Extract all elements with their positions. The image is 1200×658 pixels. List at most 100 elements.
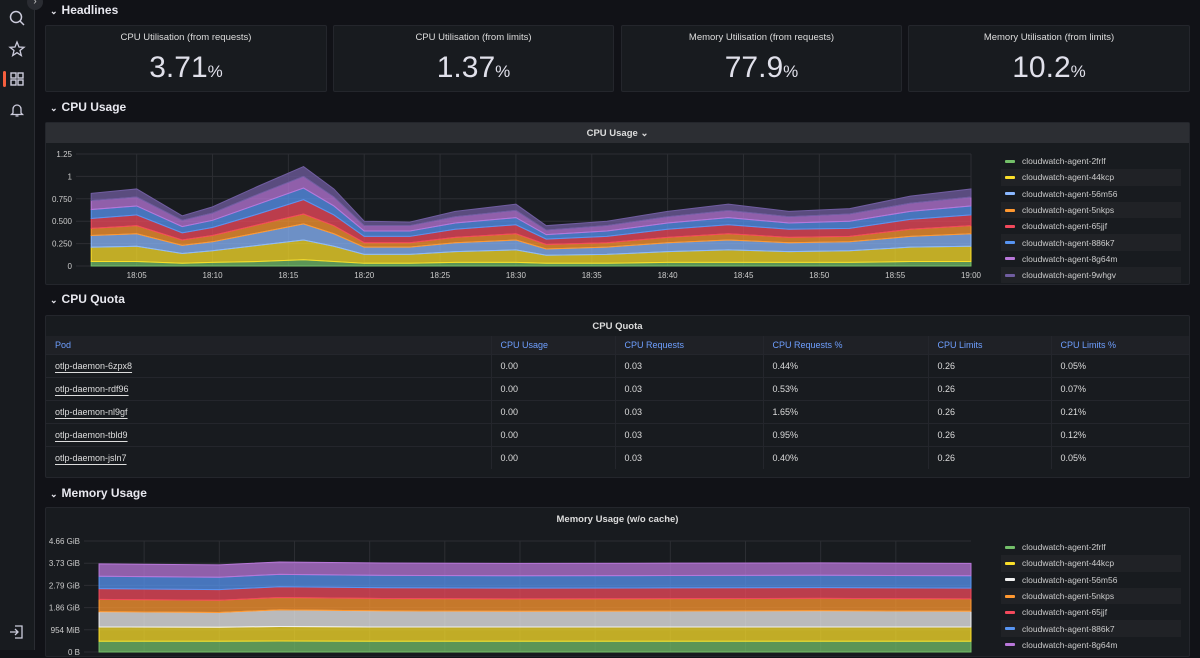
legend-label: cloudwatch-agent-56m56 [1022,188,1118,199]
stat-title: CPU Utilisation (from requests) [120,32,252,43]
legend-swatch [1005,643,1015,647]
bell-icon[interactable] [8,101,26,119]
y-tick-label: 1.86 GiB [49,604,80,613]
legend-item[interactable]: cloudwatch-agent-44kcp [1001,169,1181,186]
legend-swatch [1005,545,1015,549]
table-cell: 0.26 [927,445,1051,469]
legend-swatch [1005,159,1015,163]
y-tick-label: 1.25 [56,150,72,159]
table-cell: 0.05% [1050,445,1189,469]
stat-title: Memory Utilisation (from limits) [983,32,1115,43]
y-tick-label: 1 [68,172,73,181]
memory-usage-chart: 0 B 954 MiB 1.86 GiB 2.79 GiB 3.73 GiB 4.66 G… [49,537,972,657]
x-tick-label: 18:55 [885,271,906,280]
column-header-pod[interactable]: Pod [46,336,491,354]
legend-swatch [1005,594,1015,598]
star-icon[interactable] [8,40,26,58]
legend-label: cloudwatch-agent-886k7 [1022,623,1115,634]
column-header-cpu-limits[interactable]: CPU Limits [927,336,1051,354]
legend-label: cloudwatch-agent-44kcp [1022,558,1115,569]
legend-item[interactable]: cloudwatch-agent-56m56 [1001,572,1181,588]
legend-item[interactable]: cloudwatch-agent-56m56 [1001,186,1181,202]
stat-value: 77.9% [724,51,799,84]
table-cell: 0.03 [614,445,763,469]
panel-header[interactable]: CPU Usage ⌄ [46,123,1189,143]
table-cell: 0.44% [762,353,928,377]
x-tick-label: 18:45 [733,271,754,280]
legend-label: cloudwatch-agent-5nkps [1022,591,1115,602]
legend-label: cloudwatch-agent-5nkps [1022,205,1115,216]
legend-item[interactable]: cloudwatch-agent-65jjf [1001,218,1181,234]
x-tick-label: 18:35 [582,271,603,280]
x-tick-label: 18:15 [278,271,299,280]
cpu-usage-chart: 0 0.250 0.500 0.750 1 1.25 18:05 18:10 18:15 18:2… [52,150,982,280]
legend-item[interactable]: cloudwatch-agent-5nkps [1001,201,1181,219]
pod-link[interactable]: otlp-daemon-rdf96 [55,383,129,394]
table-cell: 1.65% [762,399,928,423]
row-headlines[interactable]: ⌄ Headlines [50,3,119,17]
dashboards-icon[interactable] [8,70,26,88]
legend-swatch [1005,208,1015,212]
legend-item[interactable]: cloudwatch-agent-8g64m [1001,637,1181,653]
legend-label: cloudwatch-agent-886k7 [1022,237,1115,248]
row-title-text: Memory Usage [61,486,147,500]
legend-item[interactable]: cloudwatch-agent-886k7 [1001,234,1181,251]
legend-item[interactable]: cloudwatch-agent-65jjf [1001,604,1181,620]
row-cpu-usage[interactable]: ⌄ CPU Usage [50,100,127,114]
table-cell: 0.21% [1050,399,1189,423]
pod-link[interactable]: otlp-daemon-jsln7 [55,452,127,463]
y-tick-label: 0 B [68,648,80,657]
legend-item[interactable]: cloudwatch-agent-8g64m [1001,251,1181,267]
legend-item[interactable]: cloudwatch-agent-5nkps [1001,587,1181,605]
legend-item[interactable]: cloudwatch-agent-9whgv [1001,267,1181,284]
legend-label: cloudwatch-agent-2frlf [1022,156,1106,167]
pod-link[interactable]: otlp-daemon-tbld9 [55,429,128,440]
x-tick-label: 18:20 [354,271,375,280]
column-header-cpu-requests[interactable]: CPU Requests [614,336,763,354]
series-area [98,626,972,642]
row-memory-usage[interactable]: ⌄ Memory Usage [50,486,147,500]
legend-label: cloudwatch-agent-8g64m [1022,253,1118,264]
chart-legend: cloudwatch-agent-2frlf cloudwatch-agent-4… [1001,539,1181,653]
legend-swatch [1005,175,1015,179]
stat-value: 3.71% [149,51,223,84]
table-cell: 0.03 [614,376,763,400]
table-cell: 0.12% [1050,422,1189,446]
sign-in-icon[interactable] [8,623,26,641]
stat-value: 10.2% [1012,51,1086,84]
column-header-cpu-requests-pct[interactable]: CPU Requests % [762,336,928,354]
legend-item[interactable]: cloudwatch-agent-2frlf [1001,539,1181,555]
table-cell: 0.07% [1050,376,1189,400]
y-tick-label: 0.750 [52,195,73,204]
pod-link[interactable]: otlp-daemon-6zpx8 [55,360,133,371]
series-area [98,561,972,578]
table-row: otlp-daemon-nl9gf 0.00 0.03 1.65% 0.26 0.21% [46,399,1189,423]
x-tick-label: 19:00 [961,271,982,280]
expand-sidebar-button[interactable]: › [27,0,43,10]
stat-value: 1.37% [436,51,511,84]
table-cell: 0.40% [762,445,928,469]
row-cpu-quota[interactable]: ⌄ CPU Quota [50,292,125,306]
table-cell: otlp-daemon-6zpx8 [46,353,491,377]
stat-title: CPU Utilisation (from limits) [415,32,532,43]
legend-swatch [1005,192,1015,196]
table-cell: otlp-daemon-rdf96 [46,376,491,400]
legend-swatch [1005,578,1015,582]
legend-item[interactable]: cloudwatch-agent-2frlf [1001,153,1181,169]
series-area [90,165,972,231]
legend-swatch [1005,224,1015,228]
column-header-cpu-usage[interactable]: CPU Usage [490,336,615,354]
column-header-cpu-limits-pct[interactable]: CPU Limits % [1050,336,1189,354]
series-area [98,640,972,653]
panel-title[interactable]: Memory Usage (w/o cache) [556,514,679,525]
pod-link[interactable]: otlp-daemon-nl9gf [55,406,128,417]
y-tick-label: 3.73 GiB [49,559,80,568]
legend-swatch [1005,257,1015,261]
y-tick-label: 4.66 GiB [49,537,80,546]
legend-label: cloudwatch-agent-9whgv [1022,270,1117,281]
search-icon[interactable] [8,9,26,27]
legend-item[interactable]: cloudwatch-agent-886k7 [1001,620,1181,637]
table-cell: otlp-daemon-tbld9 [46,422,491,446]
legend-item[interactable]: cloudwatch-agent-44kcp [1001,555,1181,572]
legend-swatch [1005,561,1015,565]
